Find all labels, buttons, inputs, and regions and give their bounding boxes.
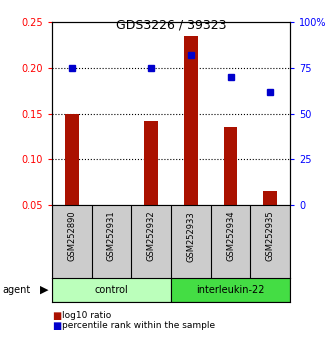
Bar [223, 127, 237, 205]
Text: GSM252935: GSM252935 [266, 211, 275, 262]
Bar [144, 121, 158, 205]
Text: ▶: ▶ [40, 285, 48, 295]
Bar [65, 114, 79, 205]
Text: log10 ratio: log10 ratio [62, 312, 111, 320]
Bar [263, 191, 277, 205]
Text: GSM252932: GSM252932 [147, 211, 156, 262]
Text: interleukin-22: interleukin-22 [196, 285, 265, 295]
Text: percentile rank within the sample: percentile rank within the sample [62, 321, 215, 331]
Bar [184, 36, 198, 205]
Bar [52, 278, 171, 302]
Text: GDS3226 / 39323: GDS3226 / 39323 [116, 18, 226, 31]
Text: GSM252890: GSM252890 [67, 211, 76, 262]
Text: GSM252933: GSM252933 [186, 211, 195, 262]
Text: GSM252934: GSM252934 [226, 211, 235, 262]
Text: GSM252931: GSM252931 [107, 211, 116, 262]
Text: control: control [95, 285, 128, 295]
Text: agent: agent [2, 285, 30, 295]
Bar [171, 278, 290, 302]
Text: ■: ■ [52, 321, 61, 331]
Text: ■: ■ [52, 311, 61, 321]
